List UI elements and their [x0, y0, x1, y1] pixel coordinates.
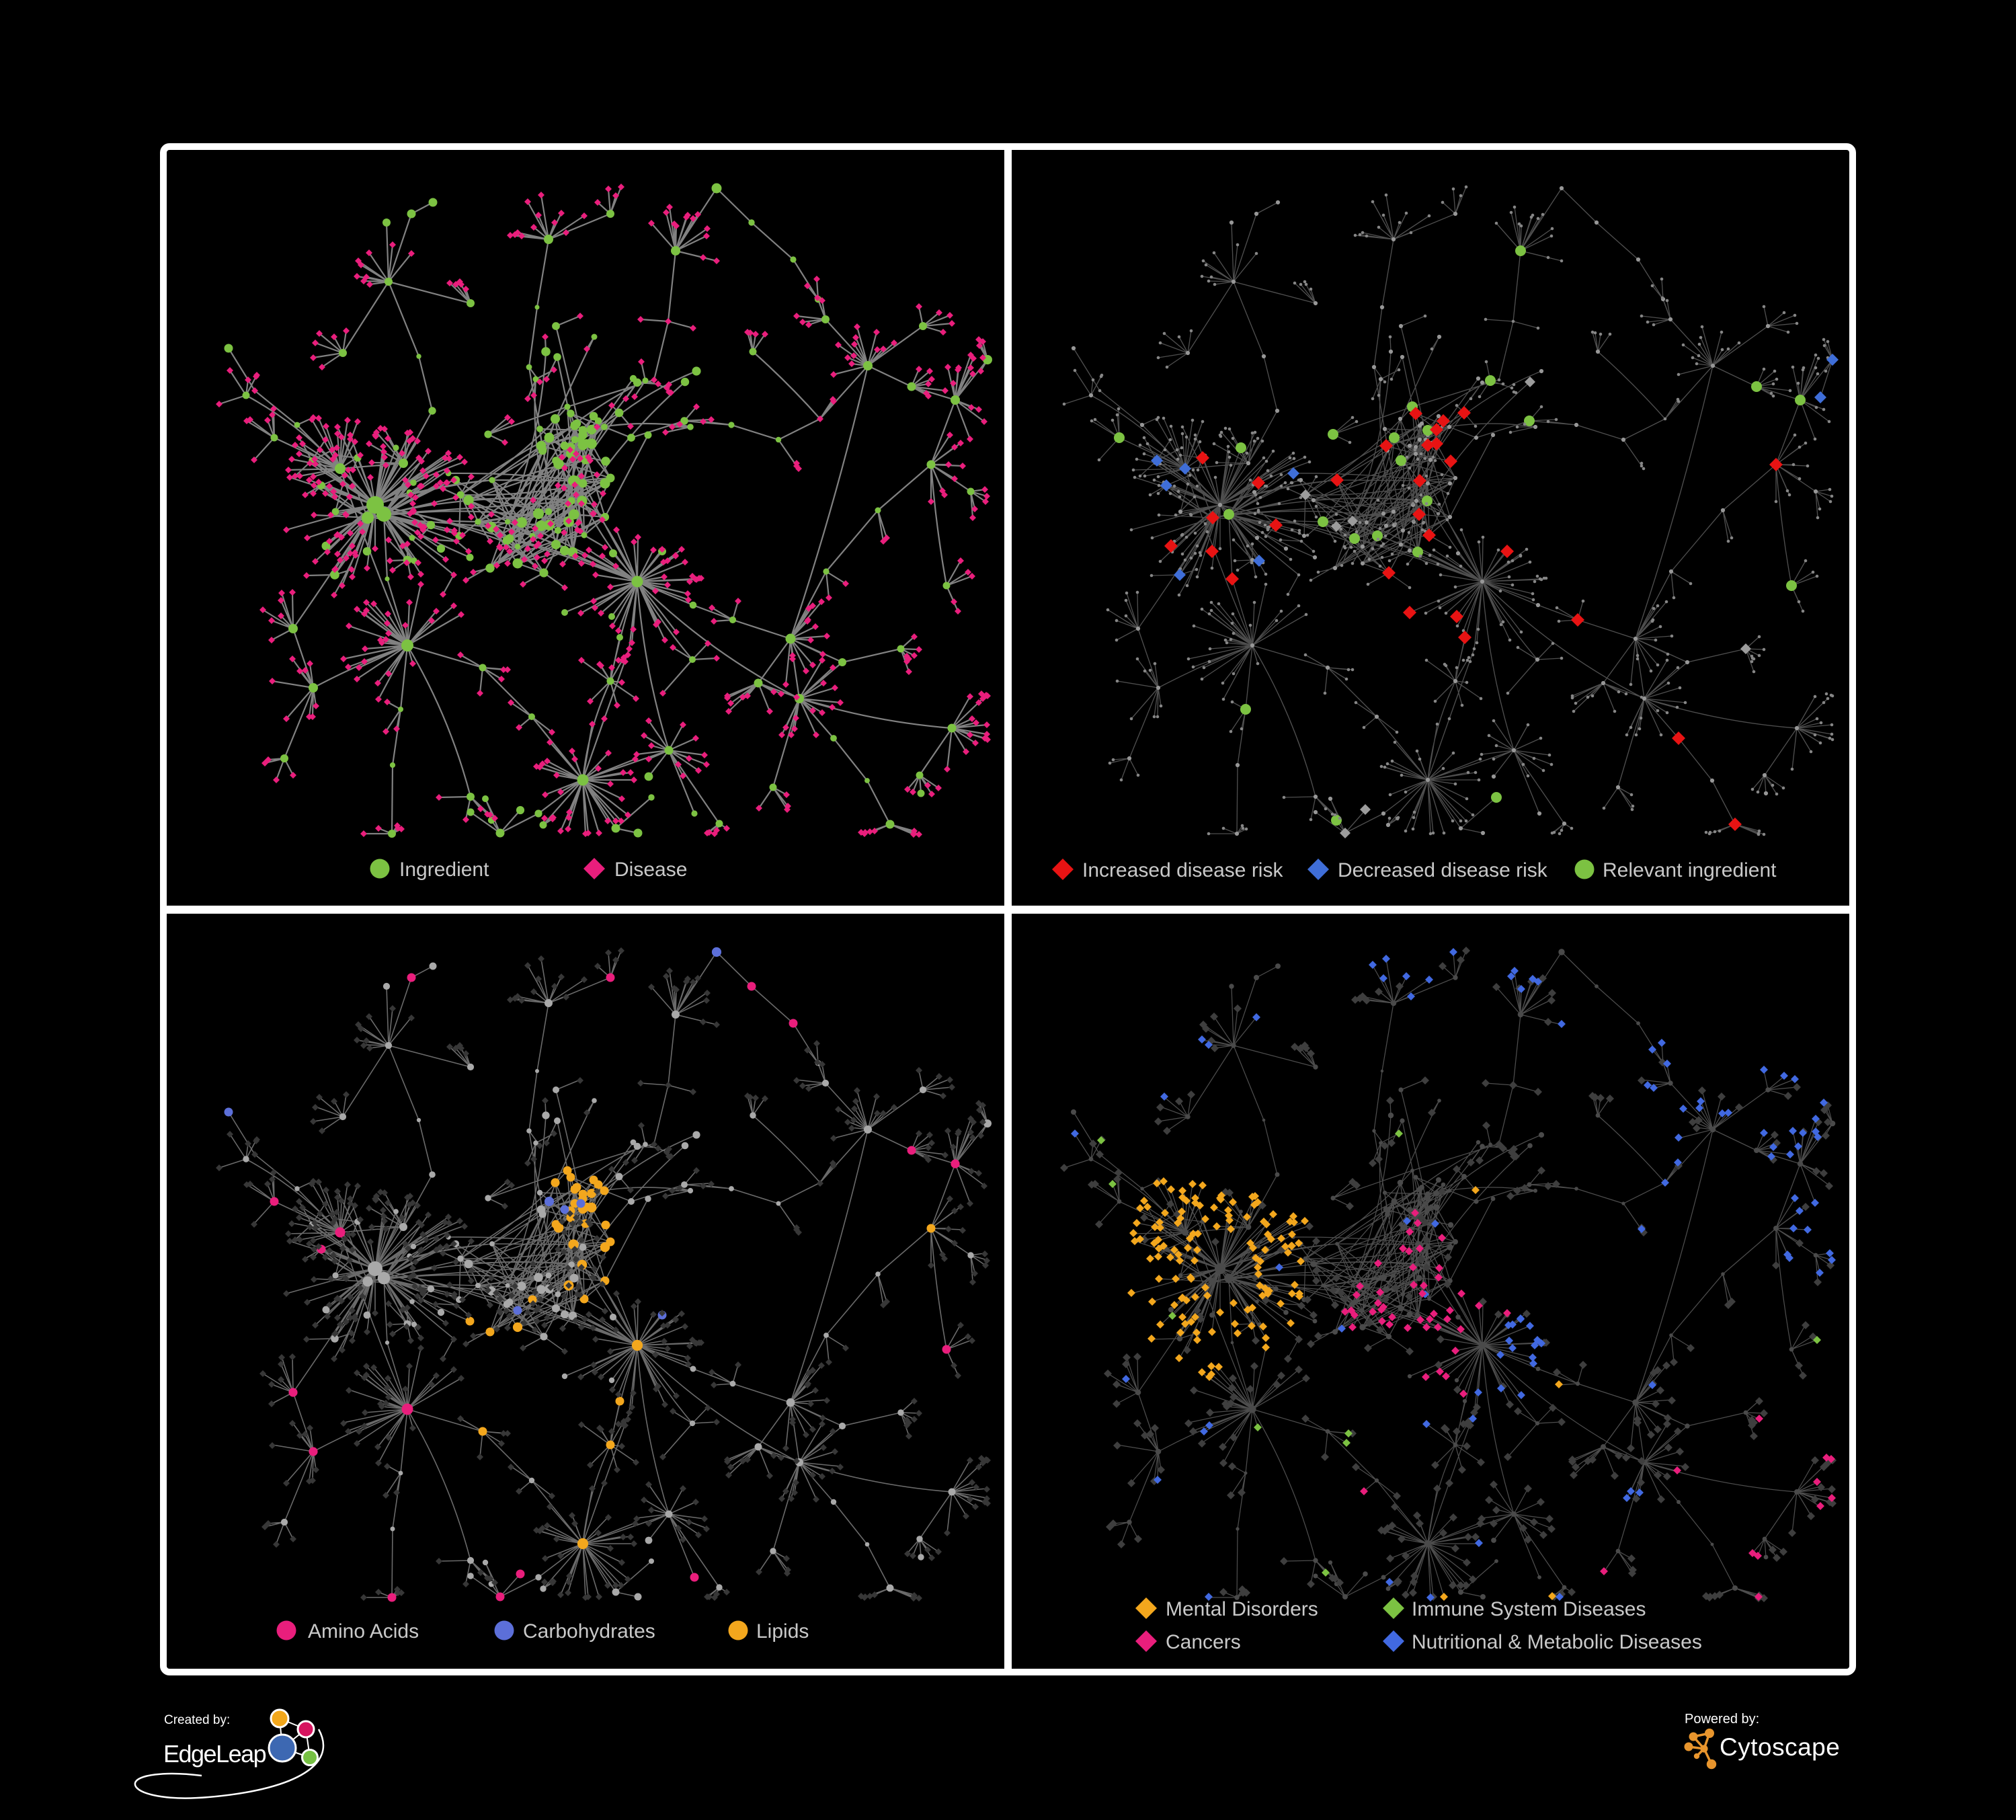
svg-text:Relevant ingredient: Relevant ingredient: [1603, 859, 1777, 881]
svg-text:Created by:: Created by:: [164, 1713, 230, 1727]
svg-text:Cytoscape: Cytoscape: [1720, 1733, 1840, 1761]
svg-text:EdgeLeap: EdgeLeap: [163, 1740, 266, 1768]
svg-text:Disease: Disease: [614, 859, 687, 881]
svg-text:Amino Acids: Amino Acids: [308, 1620, 419, 1643]
svg-text:Mental Disorders: Mental Disorders: [1166, 1598, 1318, 1620]
svg-text:Increased disease risk: Increased disease risk: [1082, 859, 1283, 881]
svg-text:Powered by:: Powered by:: [1685, 1712, 1759, 1727]
svg-text:Cancers: Cancers: [1166, 1631, 1241, 1653]
svg-text:Lipids: Lipids: [756, 1620, 809, 1643]
svg-text:Ingredient: Ingredient: [399, 859, 489, 881]
svg-text:Immune System Diseases: Immune System Diseases: [1412, 1598, 1646, 1620]
svg-text:Nutritional & Metabolic Diseas: Nutritional & Metabolic Diseases: [1412, 1631, 1702, 1653]
svg-text:Decreased disease risk: Decreased disease risk: [1338, 859, 1548, 881]
svg-text:Carbohydrates: Carbohydrates: [523, 1620, 655, 1643]
